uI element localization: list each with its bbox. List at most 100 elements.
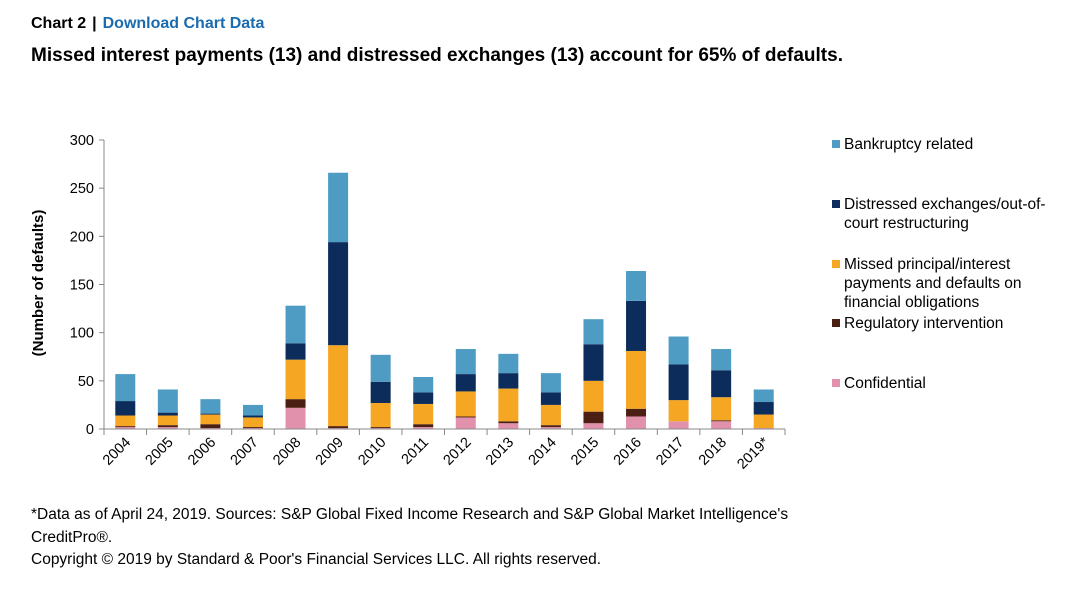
y-tick-label: 150 [70,278,94,294]
bar-segment [200,413,221,415]
bar-segment [370,402,391,428]
chart-label: Chart 2 [31,15,87,32]
x-tick-label: 2008 [270,435,304,469]
bar-segment [413,424,434,428]
bar-segment [455,417,476,429]
x-tick-label: 2010 [355,435,389,469]
legend-label: Bankruptcy related [844,136,974,153]
bar-segment [157,415,178,426]
bar-segment [540,427,561,429]
legend-swatch [832,319,840,327]
bar-segment [711,349,732,371]
bar-segment [370,381,391,403]
bar-segment [370,354,391,382]
bar-segment [498,373,519,389]
chart-title: Missed interest payments (13) and distre… [31,45,843,66]
bar-segment [583,411,604,424]
bar-segment [498,353,519,374]
bar-segment [753,414,774,429]
bar-segment [115,374,136,402]
x-tick-label: 2016 [611,435,645,469]
bar-segment [157,389,178,413]
bar-segment [498,388,519,422]
bar-segment [157,412,178,416]
bar-segment [455,391,476,417]
bar-segment [626,300,647,351]
bar-segment [668,364,689,401]
bars [115,172,774,429]
bar-segment [242,427,263,429]
y-tick-label: 0 [86,422,94,438]
bar-segment [540,425,561,428]
bar-segment [157,427,178,429]
bar-segment [157,425,178,428]
y-tick-label: 300 [70,133,94,149]
bar-segment [115,415,136,427]
bar-segment [668,400,689,422]
bar-segment [668,336,689,365]
bar-segment [413,376,434,393]
y-tick-label: 50 [78,374,94,390]
bar-segment [540,373,561,393]
bar-segment [583,319,604,345]
x-tick-label: 2014 [526,435,560,469]
bar-segment [668,421,689,429]
bar-segment [370,427,391,429]
y-tick-label: 250 [70,181,94,197]
x-tick-label: 2011 [399,435,432,468]
bar-segment [115,426,136,428]
bar-segment [328,172,349,243]
bar-segment [200,424,221,429]
bar-segment [540,404,561,426]
chart-header: Chart 2 | Download Chart Data [31,15,264,33]
x-tick-label: 2012 [440,435,474,469]
bar-segment [328,345,349,427]
bar-segment [413,392,434,404]
bar-segment [285,343,306,360]
bar-segment [753,402,774,415]
legend-swatch [832,200,840,208]
bar-segment [540,392,561,405]
x-axis: 2004 2005 2006 2007 2008 2009 2010 2011 2012 2013… [100,428,786,473]
bar-segment [455,416,476,418]
bar-segment [583,380,604,412]
x-tick-label: 2018 [696,435,730,469]
x-tick-label: 2017 [653,435,687,469]
x-tick-label: 2006 [185,435,219,469]
legend-label: Missed principal/interest payments and d… [844,256,1022,311]
y-axis: 0 50 100 150 200 250 300 [70,133,105,438]
y-tick-label: 200 [70,229,94,245]
bar-segment [242,417,263,428]
bar-segment [413,403,434,425]
legend-swatch [832,140,840,148]
bar-segment [242,404,263,416]
legend-swatch [832,379,840,387]
bar-segment [285,399,306,408]
bar-segment [711,421,732,429]
bar-segment [626,408,647,417]
x-tick-label: 2013 [483,435,517,469]
bar-segment [498,423,519,429]
y-axis-label: (Number of defaults) [30,210,47,357]
bar-segment [583,344,604,381]
bar-segment [626,271,647,301]
bar-segment [711,420,732,422]
bar-segment [285,359,306,400]
bar-segment [200,414,221,425]
header-separator: | [92,15,97,32]
bar-segment [711,397,732,421]
bar-segment [753,389,774,403]
bar-segment [285,305,306,344]
legend-label: Confidential [844,375,926,392]
x-tick-label: 2007 [228,435,262,469]
bar-segment [115,427,136,429]
x-tick-label: 2015 [568,435,602,469]
bar-segment [626,416,647,429]
x-tick-label: 2019* [734,434,772,472]
bar-segment [498,421,519,424]
download-chart-data-link[interactable]: Download Chart Data [102,15,265,32]
bar-segment [711,370,732,398]
footnote: *Data as of April 24, 2019. Sources: S&P… [31,506,789,546]
y-tick-label: 100 [70,326,94,342]
